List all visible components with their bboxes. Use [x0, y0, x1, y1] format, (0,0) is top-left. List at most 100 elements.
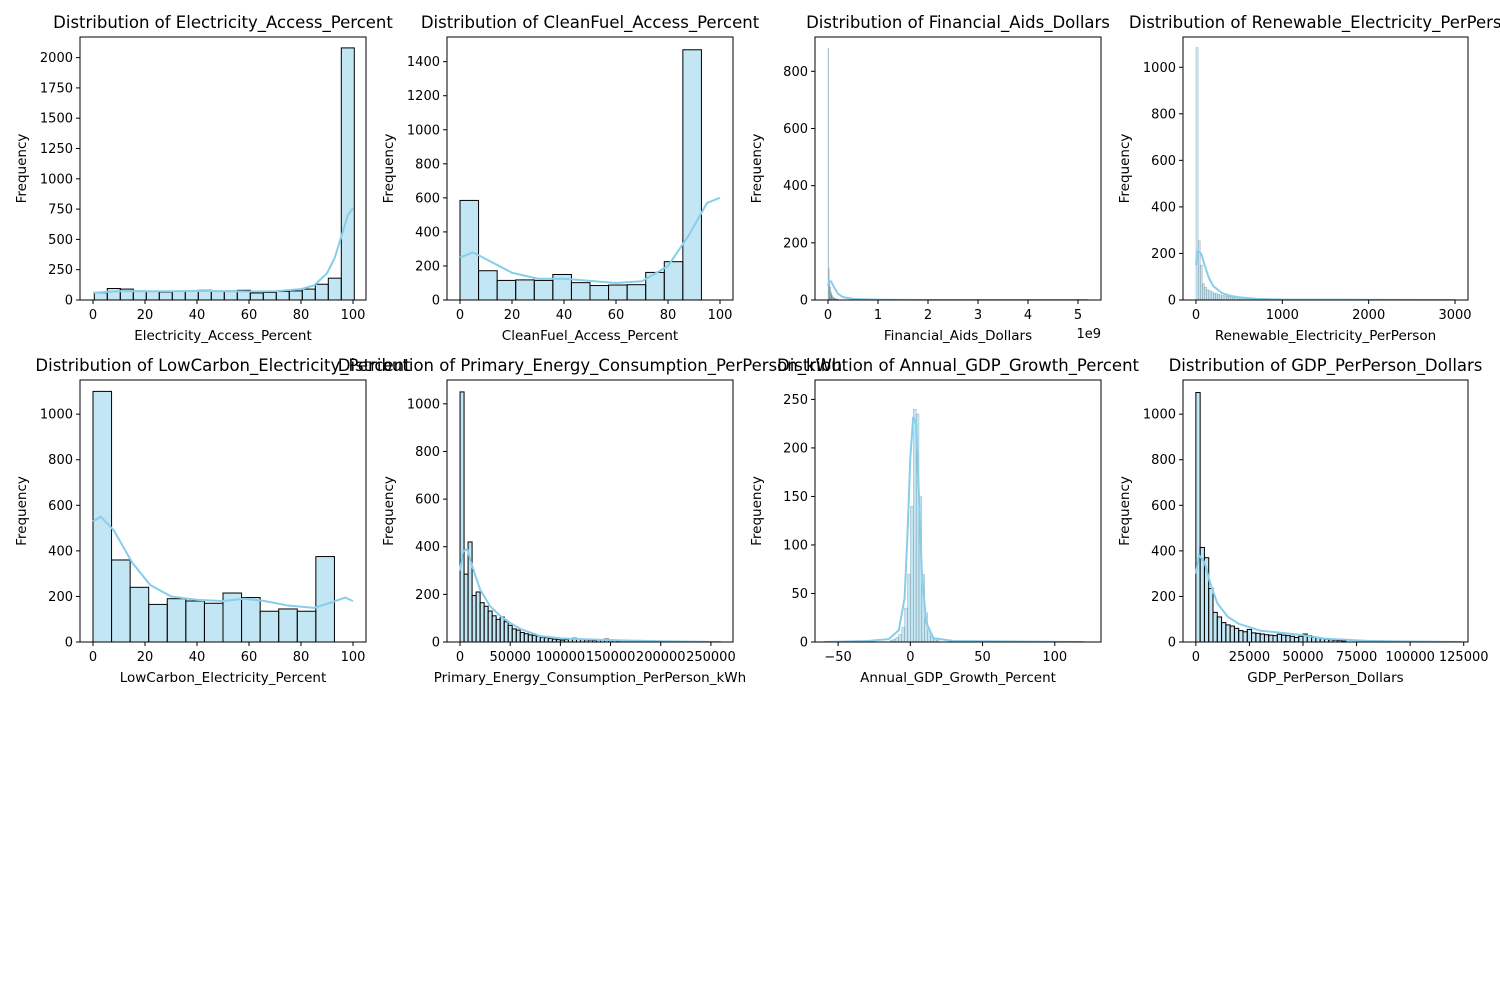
histogram-bar — [1210, 291, 1214, 300]
x-tick-label: 20 — [137, 650, 154, 665]
histogram-bar — [507, 624, 513, 642]
y-tick-label: 250 — [783, 393, 808, 408]
x-tick-label: 3 — [974, 308, 982, 323]
histogram-bar — [1221, 622, 1227, 642]
histogram-bar — [910, 505, 914, 642]
chart-title: Distribution of CleanFuel_Access_Percent — [421, 13, 760, 33]
x-tick-label: 40 — [189, 650, 206, 665]
axis-offset-text: 1e9 — [1076, 327, 1101, 342]
histogram-bar — [1285, 635, 1291, 642]
y-tick-label: 0 — [432, 294, 440, 309]
histogram-bar — [682, 49, 702, 300]
y-tick-label: 1000 — [40, 408, 73, 423]
histogram-bar — [1216, 616, 1223, 642]
histogram-bar — [275, 291, 290, 300]
y-tick-label: 200 — [1151, 590, 1176, 605]
chart-title: Distribution of Annual_GDP_Growth_Percen… — [777, 356, 1140, 376]
y-axis-label: Frequency — [14, 476, 30, 546]
y-tick-label: 100 — [783, 538, 808, 553]
chart-panel-3: 0 1 2 3 4 5 0 200 400 600 800 1e9 Distribution of Fi… — [749, 13, 1110, 344]
y-axis-label: Frequency — [1117, 476, 1133, 546]
histogram-bar — [340, 47, 355, 300]
histogram-bar — [626, 284, 647, 300]
y-tick-label: 600 — [1151, 154, 1176, 169]
y-tick-label: 200 — [415, 259, 440, 274]
y-tick-label: 1000 — [407, 123, 440, 138]
y-tick-label: 1000 — [1143, 61, 1176, 76]
chart-panel-2: 0 20 40 60 80 1000200400600800100012001400Dis… — [381, 13, 760, 344]
y-tick-label: 2000 — [40, 51, 73, 66]
y-axis-label: Frequency — [749, 134, 765, 204]
histogram-bar — [483, 605, 489, 642]
y-tick-label: 600 — [783, 122, 808, 137]
plot-area — [459, 391, 721, 642]
y-tick-label: 400 — [415, 540, 440, 555]
histogram-bar — [1195, 392, 1201, 642]
histogram-bar — [1197, 240, 1201, 300]
histogram-bar — [1238, 630, 1244, 642]
histogram-bar — [478, 270, 498, 300]
histogram-bar — [503, 621, 509, 642]
x-tick-label: 200000 — [636, 650, 686, 665]
axes-frame — [814, 36, 1102, 301]
kde-curve — [92, 515, 354, 609]
y-tick-label: 200 — [48, 590, 73, 605]
histogram-bar — [93, 292, 108, 300]
y-tick-label: 1000 — [407, 397, 440, 412]
x-tick-label: 100 — [708, 308, 733, 323]
y-tick-label: 1500 — [40, 112, 73, 127]
axes-frame — [79, 379, 367, 643]
histogram-bar — [1213, 292, 1216, 300]
histogram-bar — [1263, 634, 1270, 642]
histogram-bar — [1195, 47, 1199, 300]
histogram-bar — [1298, 635, 1304, 642]
histogram-bar — [210, 291, 225, 300]
y-tick-label: 600 — [1151, 499, 1176, 514]
histogram-bar — [259, 610, 280, 642]
x-tick-label: 25000 — [1229, 650, 1270, 665]
histogram-bar — [467, 541, 473, 642]
histogram-bar — [589, 285, 610, 300]
histogram-bar — [515, 279, 535, 300]
histogram-bar — [1204, 287, 1207, 300]
x-tick-label: 150000 — [586, 650, 636, 665]
histogram-bar — [533, 279, 554, 300]
axes-frame — [1182, 36, 1469, 301]
histogram-bar — [249, 292, 264, 300]
histogram-bar — [913, 408, 917, 642]
kde-curve — [92, 207, 354, 294]
histogram-bar — [106, 287, 121, 300]
x-tick-label: 20 — [137, 308, 154, 323]
y-tick-label: 400 — [1151, 544, 1176, 559]
histogram-bar — [1246, 628, 1253, 642]
kde-curve — [1194, 553, 1462, 642]
y-tick-label: 200 — [783, 236, 808, 251]
histogram-bar — [171, 290, 186, 300]
histogram-bar — [314, 283, 329, 300]
x-tick-label: 3000 — [1438, 308, 1471, 323]
histogram-bar — [1229, 625, 1235, 642]
plot-area — [1194, 47, 1456, 300]
y-tick-label: 800 — [415, 157, 440, 172]
histogram-bar — [1206, 289, 1210, 300]
y-axis-label: Frequency — [381, 476, 397, 546]
histogram-bar — [496, 279, 517, 300]
histogram-bar — [511, 628, 517, 642]
histogram-bar — [158, 291, 173, 300]
y-tick-label: 0 — [65, 636, 73, 651]
x-tick-label: 0 — [456, 650, 464, 665]
x-axis-label: Renewable_Electricity_PerPerson — [1215, 328, 1436, 344]
x-tick-label: 0 — [89, 308, 97, 323]
x-tick-label: 100 — [1042, 650, 1067, 665]
histogram-bar — [527, 634, 533, 642]
x-tick-label: 1000 — [1266, 308, 1299, 323]
histogram-bar — [1259, 633, 1265, 642]
histogram-bar — [1221, 295, 1225, 300]
histogram-bar — [827, 48, 829, 300]
x-tick-label: 100 — [341, 650, 366, 665]
histogram-bar — [904, 607, 908, 642]
histogram-bar — [148, 603, 168, 642]
y-tick-label: 200 — [783, 441, 808, 456]
histogram-bar — [1226, 296, 1229, 300]
y-tick-label: 50 — [791, 587, 808, 602]
